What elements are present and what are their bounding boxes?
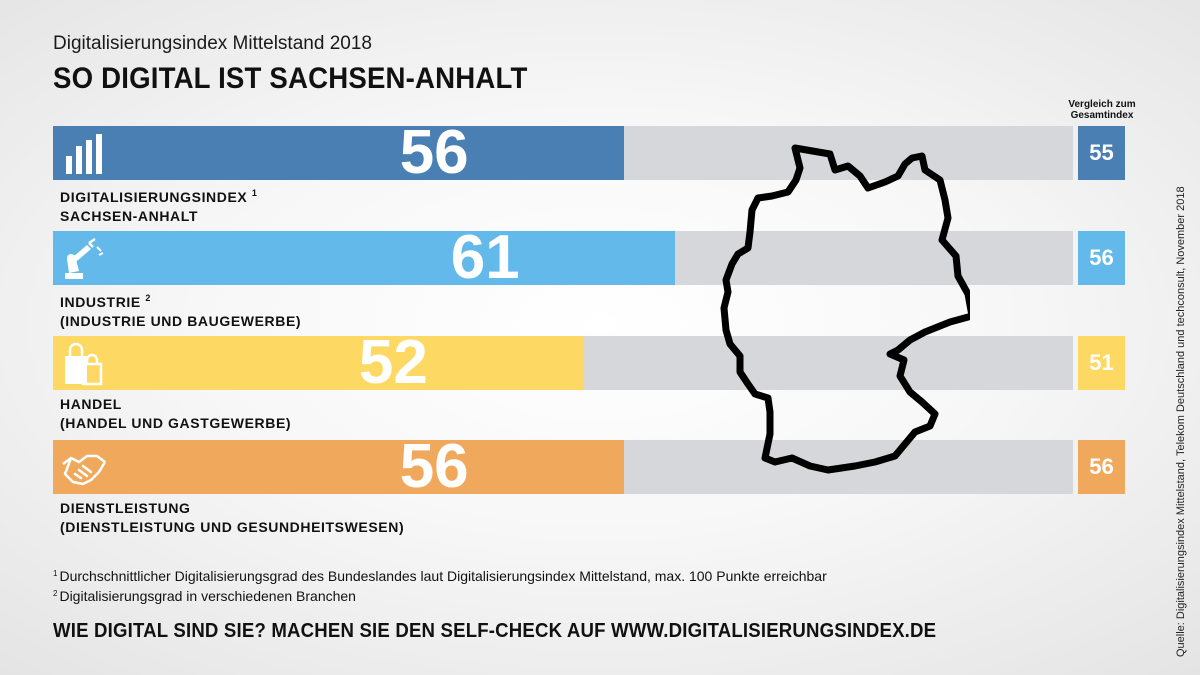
bar-fill-dienstleistung (53, 440, 625, 494)
footnote-text: Durchschnittlicher Digitalisierungsgrad … (59, 568, 827, 584)
compare-value-digitalisierungsindex: 55 (1078, 126, 1125, 180)
footnote-number: 1 (53, 569, 58, 578)
bar-value-digitalisierungsindex: 56 (399, 118, 469, 187)
comparison-header-line1: Vergleich zum (1068, 99, 1136, 110)
bar-fill-digitalisierungsindex (53, 126, 625, 180)
row-label-line2: SACHSEN-ANHALT (60, 208, 199, 224)
comparison-header: Vergleich zum Gesamtindex (1062, 99, 1142, 121)
bar-fill-handel (53, 336, 584, 390)
bar-value-industrie: 61 (450, 223, 520, 292)
bar-row-dienstleistung: 56 (53, 436, 1073, 498)
row-label-dienstleistung: DIENSTLEISTUNG (DIENSTLEISTUNG UND GESUN… (60, 499, 560, 537)
source-note: Quelle: Digitalisierungsindex Mittelstan… (1175, 186, 1187, 657)
bar-fill-industrie (53, 231, 676, 285)
bar-chart-icon (66, 134, 102, 174)
compare-value-dienstleistung: 56 (1078, 440, 1125, 494)
row-label-line1: INDUSTRIE (60, 294, 141, 310)
handshake-icon (62, 454, 107, 486)
footnote-ref-1: 1 (251, 188, 258, 198)
row-label-digitalisierungsindex: DIGITALISIERUNGSINDEX 1 SACHSEN-ANHALT (60, 184, 560, 226)
row-label-line2: (DIENSTLEISTUNG UND GESUNDHEITSWESEN) (60, 519, 405, 535)
bar-value-dienstleistung: 56 (399, 432, 469, 501)
row-label-industrie: INDUSTRIE 2 (INDUSTRIE UND BAUGEWERBE) (60, 289, 560, 331)
bar-row-digitalisierungsindex: 56 (53, 122, 1073, 184)
footnote-number: 2 (53, 589, 58, 598)
footnote-text: Digitalisierungsgrad in verschiedenen Br… (59, 588, 356, 604)
bar-row-industrie: 61 (53, 227, 1073, 289)
row-label-line2: (INDUSTRIE UND BAUGEWERBE) (60, 313, 302, 329)
compare-value-industrie: 56 (1078, 231, 1125, 285)
footnote-1: 1 Durchschnittlicher Digitalisierungsgrad… (53, 568, 827, 584)
footnote-2: 2 Digitalisierungsgrad in verschiedenen B… (53, 588, 356, 604)
footnote-ref-2: 2 (145, 293, 151, 303)
page-title: SO DIGITAL IST SACHSEN-ANHALT (53, 62, 528, 95)
row-label-line1: DIGITALISIERUNGSINDEX (60, 189, 248, 205)
row-label-line2: (HANDEL UND GASTGEWERBE) (60, 415, 292, 431)
comparison-header-line2: Gesamtindex (1070, 110, 1134, 121)
subtitle: Digitalisierungsindex Mittelstand 2018 (53, 33, 372, 54)
call-to-action: WIE DIGITAL SIND SIE? MACHEN SIE DEN SEL… (53, 620, 937, 642)
compare-value-handel: 51 (1078, 336, 1125, 390)
shopping-bags-icon (65, 342, 103, 386)
row-label-handel: HANDEL (HANDEL UND GASTGEWERBE) (60, 395, 560, 433)
row-label-line1: DIENSTLEISTUNG (60, 500, 191, 516)
bar-value-handel: 52 (358, 328, 428, 397)
germany-map-outline (720, 144, 970, 474)
robot-arm-icon (65, 237, 104, 279)
row-label-line1: HANDEL (60, 396, 122, 412)
